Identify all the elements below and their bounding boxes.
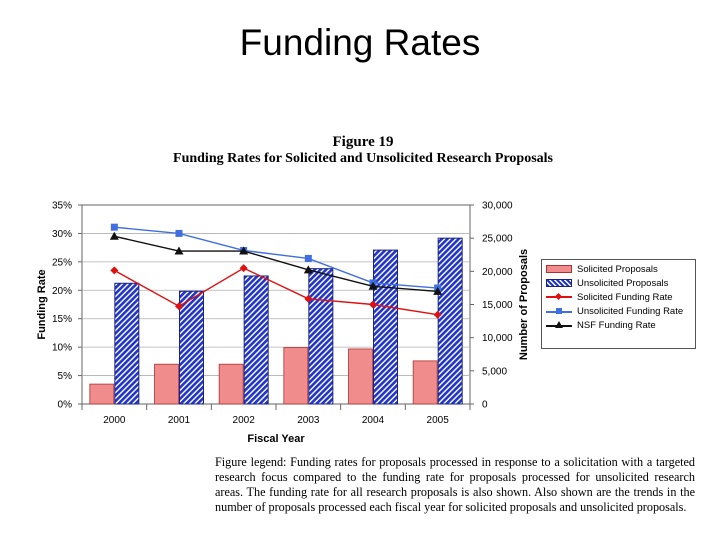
y-tick-label: 15% (52, 314, 72, 325)
y-tick-label: 35% (52, 201, 72, 212)
legend-item-unsolicited-funding-rate: Unsolicited Funding Rate (546, 305, 691, 319)
figure-legend-text: Figure legend: Funding rates for proposa… (215, 455, 695, 514)
y2-tick-label: 15,000 (482, 300, 513, 311)
bar-unsolicited-proposals (308, 268, 334, 405)
y2-tick-label: 30,000 (482, 201, 513, 212)
plot-area (81, 204, 471, 405)
point-solicited-funding-rate (175, 302, 183, 311)
bar-solicited-proposals (283, 347, 309, 405)
point-solicited-funding-rate (304, 294, 313, 303)
point-solicited-funding-rate (110, 266, 119, 275)
legend-item-nsf-funding-rate: NSF Funding Rate (546, 319, 691, 333)
point-unsolicited-funding-rate (110, 223, 118, 231)
diamond-marker-icon (554, 293, 563, 301)
point-solicited-funding-rate (433, 310, 442, 319)
legend-label: Solicited Funding Rate (577, 291, 673, 303)
y-tick-label: 25% (52, 257, 72, 268)
point-nsf-funding-rate (109, 231, 119, 240)
bar-solicited-proposals (154, 363, 179, 405)
point-nsf-funding-rate (174, 246, 184, 255)
point-nsf-funding-rate (368, 281, 378, 290)
bar-unsolicited-proposals (114, 282, 140, 405)
bar-solicited-proposals (89, 383, 115, 405)
point-solicited-funding-rate (239, 264, 248, 273)
y2-tick-label: 25,000 (482, 234, 513, 245)
point-unsolicited-funding-rate (175, 229, 183, 237)
bar-unsolicited-proposals (179, 290, 204, 405)
figure-title: Funding Rates for Solicited and Unsolici… (173, 151, 553, 166)
x-tick-label: 2001 (168, 415, 191, 426)
bar-solicited-proposals (348, 348, 373, 405)
funding-rates-chart: 0% 5% 10% 15% 20% 25% 30% 35% 0 5,000 10,000 15,000… (36, 201, 530, 446)
x-tick-label: 2004 (362, 415, 385, 426)
legend-label: Solicited Proposals (577, 263, 658, 275)
x-tick-label: 2002 (233, 415, 256, 426)
bar-unsolicited-proposals (373, 249, 398, 405)
y-tick-label: 0% (58, 400, 73, 411)
legend-label: Unsolicited Funding Rate (577, 306, 684, 318)
legend-label: NSF Funding Rate (577, 320, 656, 332)
y2-tick-label: 20,000 (482, 267, 513, 278)
bar-solicited-proposals (412, 360, 438, 405)
bar-unsolicited-proposals (243, 275, 269, 405)
legend-item-solicited-proposals: Solicited Proposals (546, 262, 691, 276)
y-tick-label: 20% (52, 286, 72, 297)
slide-title: Funding Rates (239, 22, 481, 63)
y-axis-title: Funding Rate (36, 269, 48, 339)
x-tick-label: 2000 (103, 415, 126, 426)
line-nsf-funding-rate (114, 235, 438, 293)
point-nsf-funding-rate (239, 246, 249, 255)
point-unsolicited-funding-rate (304, 254, 312, 262)
legend-label: Unsolicited Proposals (577, 277, 669, 289)
point-nsf-funding-rate (303, 265, 313, 274)
line-solicited-funding-rate (113, 267, 438, 316)
legend-item-solicited-funding-rate: Solicited Funding Rate (546, 290, 691, 304)
square-marker-icon (556, 307, 562, 314)
point-nsf-funding-rate (433, 286, 443, 295)
legend-swatch-solicited-proposals (546, 265, 572, 274)
y-tick-label: 30% (52, 229, 72, 240)
figure-number: Figure 19 (332, 134, 394, 150)
y2-tick-label: 10,000 (482, 333, 513, 344)
legend-item-unsolicited-proposals: Unsolicited Proposals (546, 276, 691, 290)
legend-swatch-unsolicited-proposals (546, 279, 572, 288)
triangle-marker-icon (555, 320, 563, 328)
line-unsolicited-funding-rate (114, 226, 438, 289)
x-axis-title: Fiscal Year (247, 433, 305, 445)
y-tick-label: 5% (58, 371, 73, 382)
x-tick-label: 2005 (427, 415, 450, 426)
bar-unsolicited-proposals (437, 237, 463, 405)
y-tick-label: 10% (52, 343, 72, 354)
x-tick-label: 2003 (297, 415, 320, 426)
chart-legend: Solicited Proposals Unsolicited Proposal… (541, 259, 696, 349)
bar-solicited-proposals (218, 363, 244, 405)
y2-tick-label: 0 (482, 400, 488, 411)
point-solicited-funding-rate (369, 300, 377, 309)
y2-tick-label: 5,000 (482, 366, 507, 377)
y2-axis-title: Number of Proposals (518, 249, 530, 360)
